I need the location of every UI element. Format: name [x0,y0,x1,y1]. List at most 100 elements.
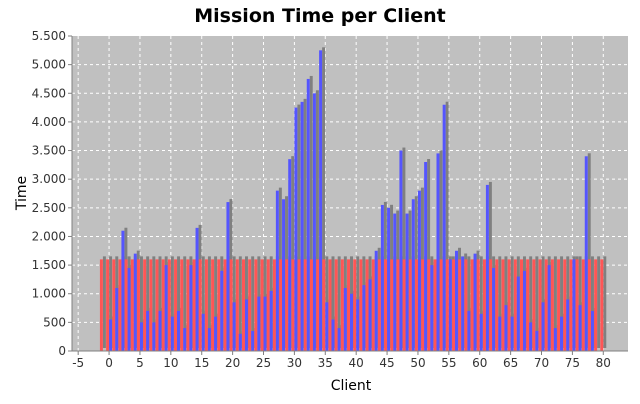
bar-red [501,259,505,351]
bar-red [174,259,178,351]
x-tick-label: 75 [565,356,580,370]
bar-red [421,259,425,351]
y-axis-label: Time [14,176,30,211]
bar-red [340,259,344,351]
bar-red [408,259,412,351]
y-tick-label: 1.500 [32,258,66,272]
bar-blue [164,265,168,351]
bar-blue [547,265,551,351]
bar-shadow [102,256,106,348]
bar-red [414,259,418,351]
bar-shadow [315,90,319,348]
bar-shadow [597,256,601,348]
x-tick-label: 80 [596,356,611,370]
chart-title: Mission Time per Client [194,5,445,27]
x-tick-label: 10 [163,356,178,370]
bar-blue [170,316,174,351]
bar-red [242,259,245,351]
bar-red [303,259,307,351]
bar-red [316,259,320,351]
bar-red [439,259,443,351]
bar-blue [473,253,477,351]
bar-red [235,259,239,351]
bar-red [291,259,295,351]
bar-shadow [553,256,557,348]
bar-blue [109,319,113,351]
bar-blue [263,296,267,351]
bar-shadow [439,150,443,348]
x-tick-label: 55 [441,356,456,370]
bar-shadow [291,156,295,348]
bar-red [279,259,283,351]
axes: 05001.0001.5002.0002.5003.0003.5004.0004… [32,29,628,370]
bar-blue [294,107,298,351]
bar-blue [226,202,230,351]
bar-red [180,259,184,351]
bar-blue [448,259,452,351]
bar-red [520,259,523,351]
bar-shadow [590,256,594,348]
bar-red [106,259,110,351]
bar-blue [590,310,594,351]
bar-blue [238,333,242,351]
y-tick-label: 0 [58,344,66,358]
bar-shadow [322,47,326,349]
bar-red [272,259,276,351]
x-tick-label: 5 [136,356,144,370]
bar-red [186,259,190,351]
bar-blue [356,299,360,351]
y-tick-label: 4.000 [32,115,66,129]
bar-blue [504,305,508,351]
bar-blue [177,310,180,351]
y-tick-label: 5.500 [32,29,66,43]
bar-shadow [309,75,313,349]
bar-blue [485,184,489,351]
x-tick-label: 45 [379,356,394,370]
bar-blue [325,302,329,351]
bar-red [211,259,215,351]
bar-shadow [541,256,545,348]
bar-shadow [152,256,156,348]
bar-blue [220,270,224,351]
bar-blue [201,313,205,351]
bar-red [260,259,264,351]
bar-blue [424,162,428,351]
bar-shadow [402,147,406,348]
bar-red [526,259,530,351]
bar-shadow [325,256,329,348]
bar-blue [244,299,248,351]
bar-blue [207,328,211,351]
bar-blue [362,285,366,351]
bar-shadow [498,256,502,348]
bar-shadow [201,256,205,348]
bar-red [513,259,517,351]
bar-red [204,259,208,351]
y-tick-label: 500 [43,315,66,329]
x-tick-label: 50 [410,356,425,370]
bars [99,47,607,352]
y-tick-label: 3.000 [32,172,66,186]
bar-shadow [251,256,255,348]
bar-red [482,259,486,351]
bar-blue [146,310,150,351]
bar-red [99,259,103,351]
bar-red [532,259,536,351]
x-tick-label: 20 [225,356,240,370]
bar-red [149,259,153,351]
bar-blue [374,250,378,351]
bar-red [130,259,134,351]
x-tick-label: 65 [503,356,518,370]
bar-blue [214,316,218,351]
bar-red [223,259,227,351]
bar-blue [158,310,162,351]
bar-red [371,259,375,351]
x-tick-label: 40 [349,356,364,370]
bar-red [489,259,493,351]
bar-red [112,259,116,351]
y-tick-label: 1.000 [32,287,66,301]
bar-shadow [560,256,564,348]
bar-shadow [427,159,431,348]
bar-red [458,259,462,351]
bar-blue [578,305,582,351]
